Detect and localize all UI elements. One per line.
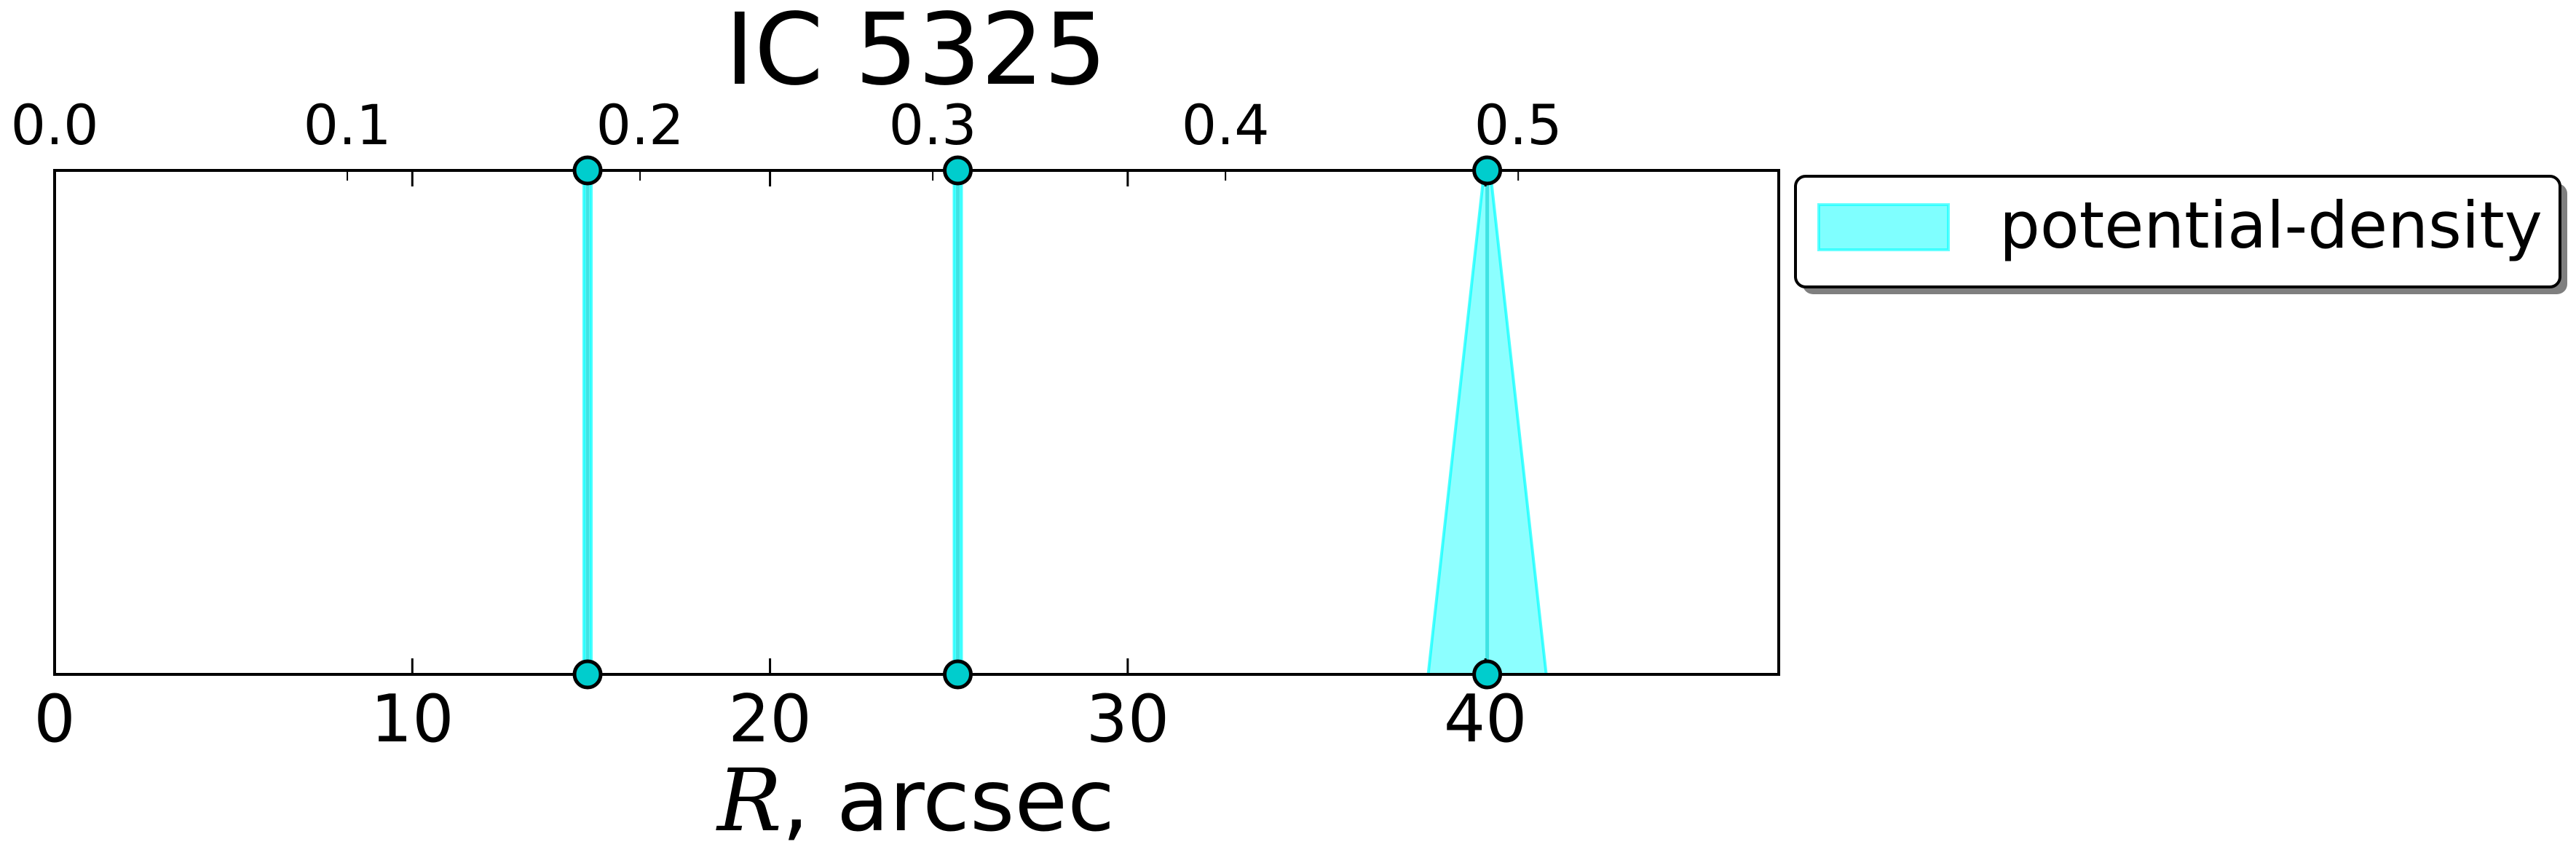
- chart-title: IC 5325: [725, 0, 1107, 108]
- x-tick-label: 40: [1444, 681, 1528, 757]
- legend-frame: [1794, 175, 2561, 288]
- density-areas: [582, 169, 1548, 676]
- top-x-tick-label: 0.1: [304, 92, 392, 157]
- legend-swatch-potential-density: [1817, 203, 1950, 251]
- marker-points: [572, 155, 1503, 690]
- center-lines: [585, 170, 1490, 674]
- x-tick-label: 0: [33, 681, 75, 757]
- region-marker: [572, 659, 603, 690]
- x-tick-label: 10: [371, 681, 454, 757]
- region-marker: [1472, 155, 1503, 186]
- legend: potential-density: [1794, 175, 2567, 294]
- top-x-tick-label: 0.2: [596, 92, 684, 157]
- x-axis-label: R, arcsec: [716, 750, 1115, 851]
- top-x-tick-label: 0.3: [889, 92, 977, 157]
- plot-area-frame: [53, 169, 1780, 676]
- top-x-tick-label: 0.5: [1474, 92, 1562, 157]
- region-marker: [572, 155, 603, 186]
- top-x-tick-label: 0.0: [11, 92, 99, 157]
- axis-ticks: [53, 170, 1520, 674]
- x-tick-label: 30: [1086, 681, 1170, 757]
- legend-label-potential-density: potential-density: [1999, 188, 2543, 263]
- region-marker: [942, 155, 973, 186]
- top-x-tick-label: 0.4: [1182, 92, 1270, 157]
- x-axis-label-unit: , arcsec: [782, 750, 1115, 851]
- x-tick-label: 20: [728, 681, 812, 757]
- x-axis-label-symbol: R: [716, 750, 782, 851]
- region-marker: [942, 659, 973, 690]
- region-marker: [1472, 659, 1503, 690]
